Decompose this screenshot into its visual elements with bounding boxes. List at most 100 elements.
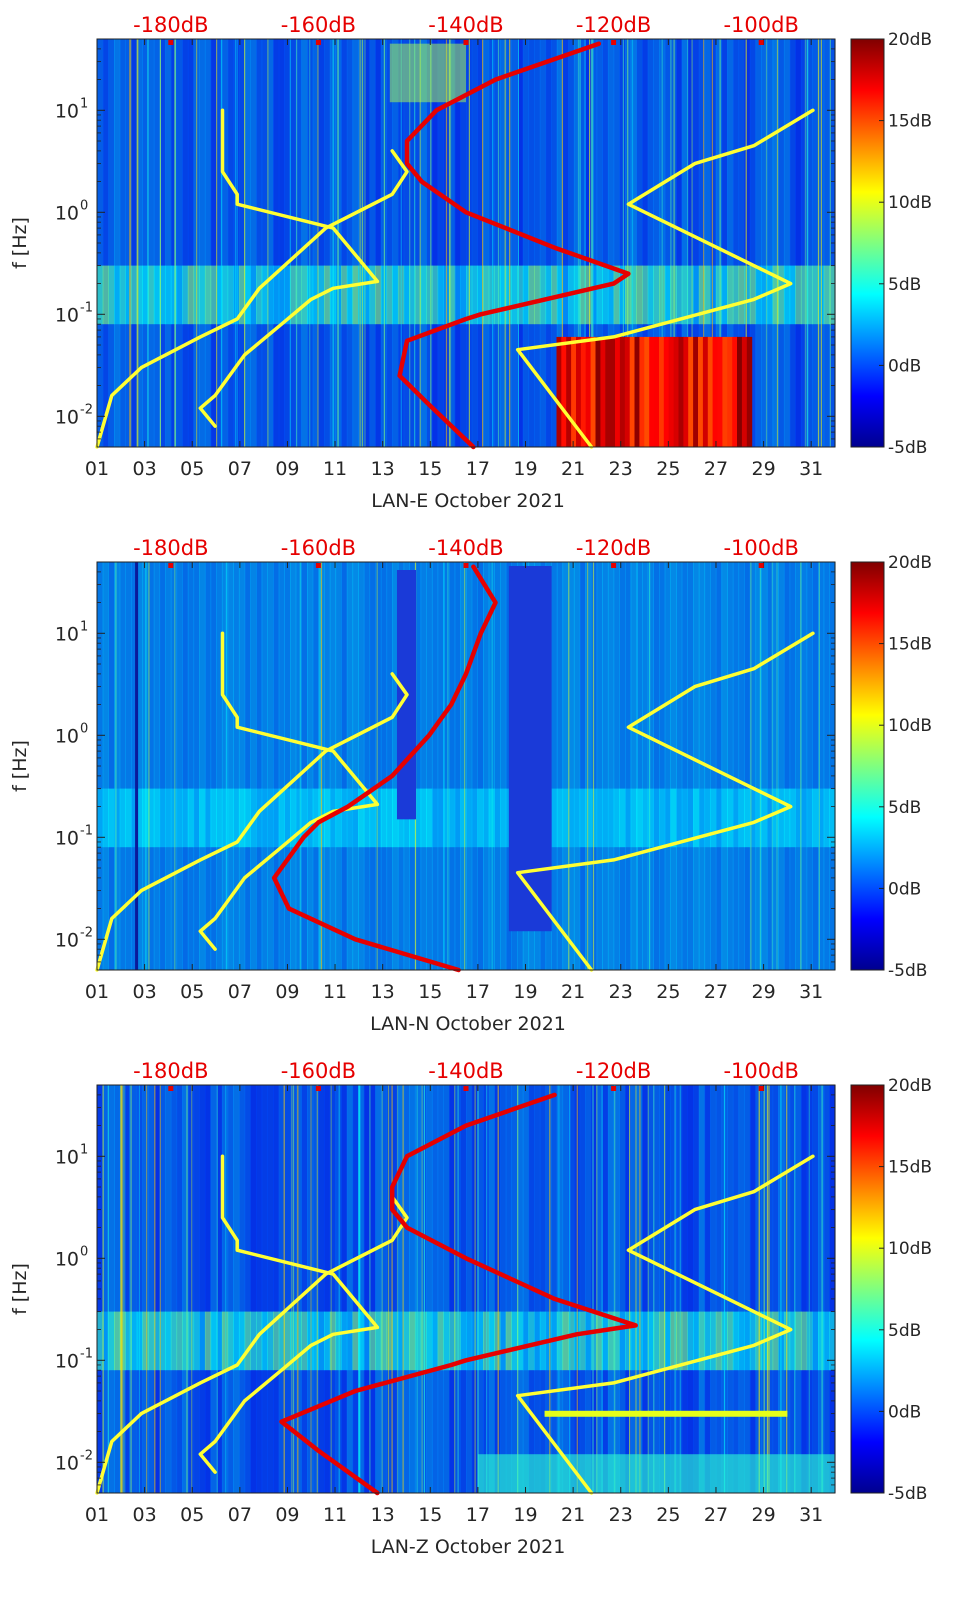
noise-model-curve-yellow <box>515 631 815 972</box>
spectrogram-band <box>114 265 121 325</box>
spectrogram-streak <box>236 39 238 447</box>
x-tick-label: 11 <box>323 981 347 1003</box>
x-tick-label: 01 <box>85 458 109 480</box>
spectrogram-streak <box>381 1085 383 1493</box>
spectrogram-column <box>789 1085 796 1493</box>
spectrogram-column <box>284 562 291 970</box>
spectrogram-band <box>193 1311 200 1371</box>
spectrogram-streak <box>591 39 593 447</box>
spectrogram-band <box>204 265 212 325</box>
spectrogram-band <box>630 265 637 325</box>
spectrogram-column <box>710 1085 717 1493</box>
spectrogram-band <box>375 788 382 848</box>
spectrogram-band <box>772 1311 779 1371</box>
spectrogram-hot-block <box>590 336 596 447</box>
top-db-tick-label: -120dB <box>576 13 651 37</box>
spectrogram-band <box>414 788 422 848</box>
spectrogram-column <box>590 1085 598 1493</box>
spectrogram-band <box>176 788 183 848</box>
spectrogram-column <box>681 1085 688 1493</box>
spectrogram-streak <box>635 1085 637 1493</box>
spectrogram-band <box>818 1311 825 1371</box>
spectrogram-column <box>449 562 456 970</box>
spectrogram-band <box>187 788 195 848</box>
spectrogram-band <box>727 788 734 848</box>
spectrogram-band <box>375 1311 382 1371</box>
spectrogram-streak <box>601 1085 603 1493</box>
spectrogram-band <box>153 265 161 325</box>
spectrogram-band <box>176 1311 183 1371</box>
y-tick-label: 10 <box>55 304 79 326</box>
spectrogram-hot-block <box>702 336 709 447</box>
spectrogram-band <box>363 1311 371 1371</box>
x-tick-label: 05 <box>180 981 204 1003</box>
spectrogram-column <box>380 562 388 970</box>
spectrogram-column <box>676 1085 683 1493</box>
spectrogram-band <box>681 788 688 848</box>
spectrogram-band <box>414 1311 422 1371</box>
spectrogram-band <box>97 265 104 325</box>
y-tick-label: 10 <box>55 1452 79 1474</box>
x-tick-label: 15 <box>418 981 442 1003</box>
spectrogram-streak <box>786 1085 788 1493</box>
top-db-tick-label: -160dB <box>281 536 356 560</box>
spectrogram-band <box>295 1311 302 1371</box>
spectrogram-column <box>250 39 257 447</box>
spectrogram-column <box>466 562 473 970</box>
spectrogram-column <box>102 562 109 970</box>
spectrogram-hot-block <box>556 336 562 447</box>
y-tick-label: 10 <box>55 406 79 428</box>
spectrogram-band <box>244 1311 251 1371</box>
spectrogram-band <box>812 1311 819 1371</box>
spectrogram-band <box>363 265 371 325</box>
spectrogram-band <box>806 788 813 848</box>
spectrogram-column <box>687 39 694 447</box>
spectrogram-streak <box>332 39 334 447</box>
spectrogram-band <box>585 788 592 848</box>
noise-curve-red <box>397 41 631 450</box>
spectrogram-column <box>312 562 319 970</box>
spectrogram-column <box>812 562 819 970</box>
spectrogram-column <box>471 562 478 970</box>
spectrogram-column <box>153 562 161 970</box>
spectrogram-band <box>409 265 416 325</box>
spectrogram-band <box>301 788 308 848</box>
spectrogram-band <box>710 265 717 325</box>
spectrogram-column <box>551 562 558 970</box>
spectrogram-streak <box>679 1085 681 1493</box>
spectrogram-streak <box>337 39 339 447</box>
spectrogram-band <box>613 788 620 848</box>
spectrogram-column <box>676 39 683 447</box>
spectrogram-band <box>341 1311 348 1371</box>
spectrogram-band <box>460 788 467 848</box>
spectrogram-column <box>539 1085 547 1493</box>
spectrogram-streak <box>364 39 366 447</box>
spectrogram-column <box>477 562 484 970</box>
x-tick-label: 27 <box>704 1504 728 1526</box>
spectrogram-band <box>613 265 620 325</box>
spectrogram-streak <box>517 1085 519 1493</box>
spectrogram-column <box>721 562 728 970</box>
spectrogram-column <box>329 562 337 970</box>
x-tick-label: 21 <box>561 1504 585 1526</box>
spectrogram-column <box>301 1085 308 1493</box>
spectrogram-streak <box>464 562 466 970</box>
noise-model-curve-yellow <box>95 1195 409 1495</box>
spectrogram-band <box>783 788 791 848</box>
spectrogram-column <box>800 562 808 970</box>
spectrogram-streak <box>159 1085 161 1493</box>
spectrogram-band <box>426 1311 433 1371</box>
spectrogram-band <box>568 788 575 848</box>
spectrogram-streak <box>102 1085 104 1493</box>
spectrogram-band <box>392 1311 399 1371</box>
spectrogram-band <box>102 1311 109 1371</box>
spectrogram-streak <box>492 39 494 447</box>
spectrogram-column <box>755 562 762 970</box>
spectrogram-band <box>125 1311 132 1371</box>
top-db-tick-marker <box>463 40 469 45</box>
spectrogram-band <box>602 265 609 325</box>
spectrogram-band <box>613 1311 620 1371</box>
spectrogram-streak <box>330 1085 332 1493</box>
spectrogram-hot-block <box>688 336 694 447</box>
